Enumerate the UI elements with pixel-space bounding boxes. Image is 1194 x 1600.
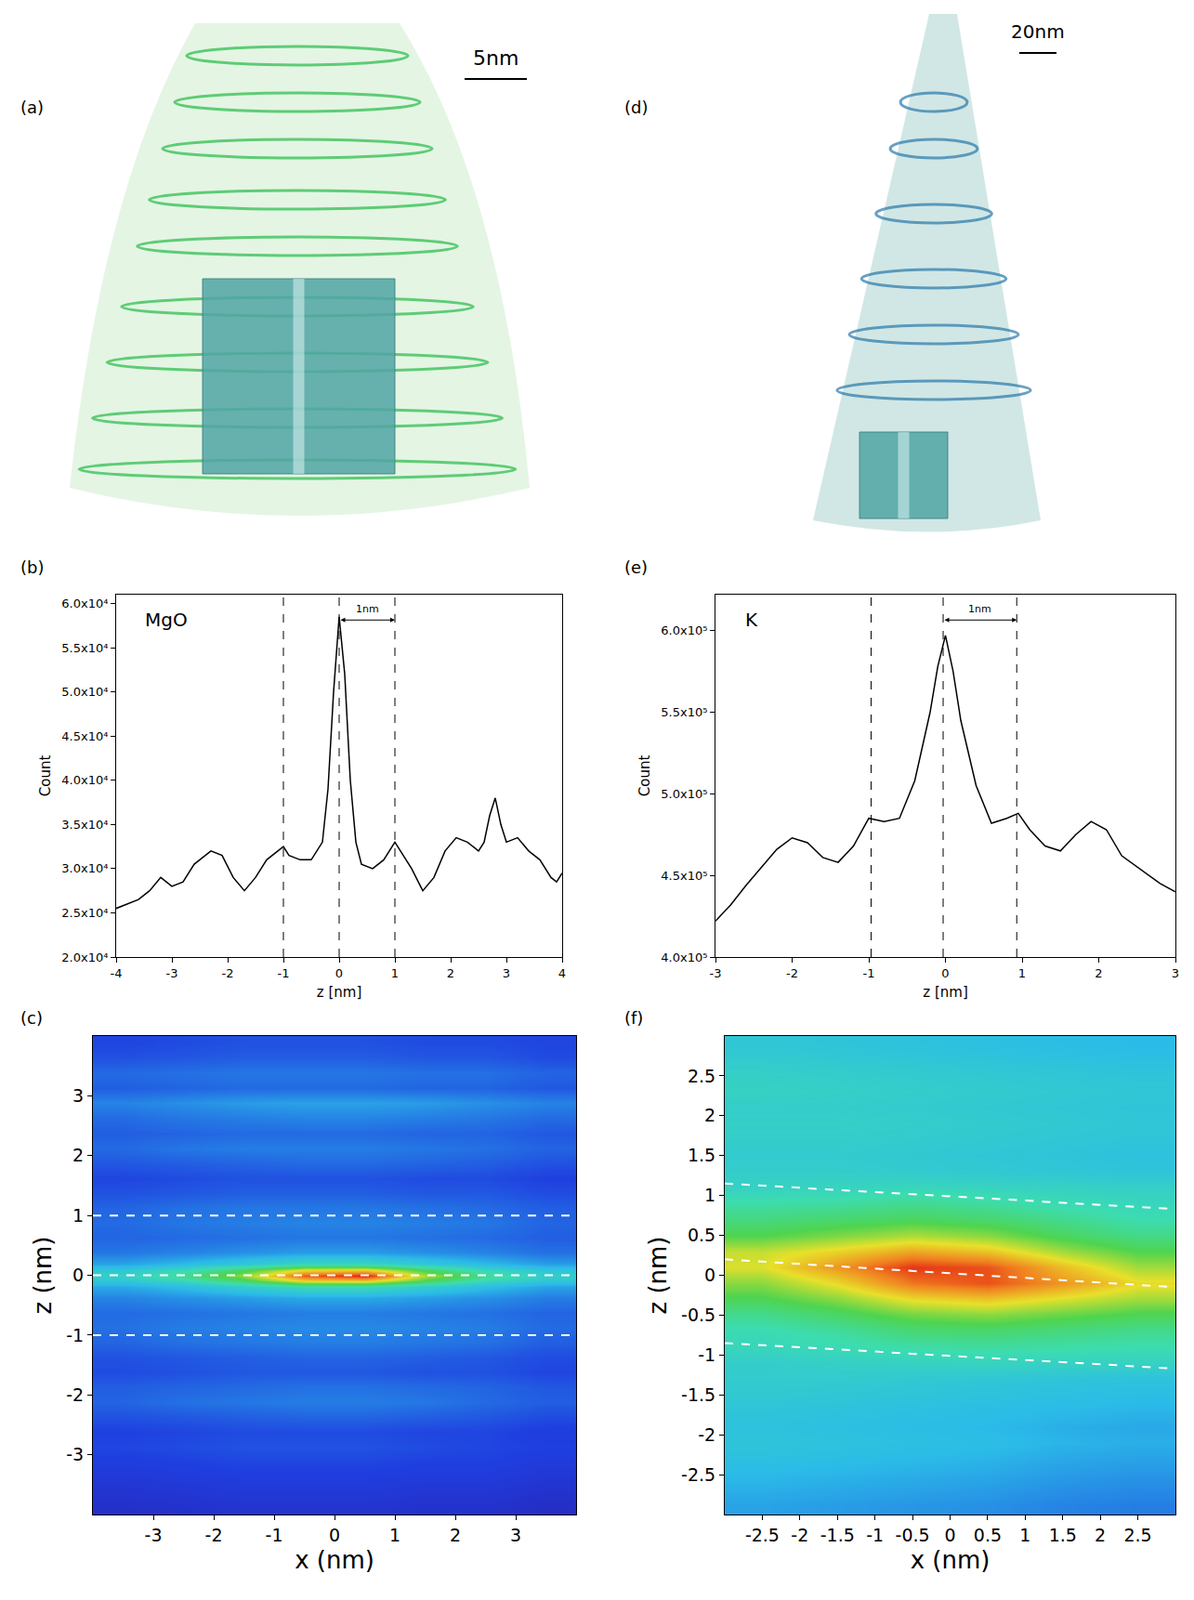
svg-text:z (nm): z (nm) — [643, 1235, 672, 1314]
svg-text:(b): (b) — [20, 557, 44, 578]
svg-text:-1.5: -1.5 — [681, 1384, 716, 1405]
svg-text:2.0x10⁴: 2.0x10⁴ — [61, 950, 108, 965]
svg-text:-3: -3 — [65, 1443, 84, 1465]
svg-text:0.5: 0.5 — [687, 1224, 716, 1246]
svg-text:(d): (d) — [624, 97, 648, 118]
svg-text:-1: -1 — [865, 1524, 884, 1546]
svg-text:5.0x10⁴: 5.0x10⁴ — [61, 684, 108, 699]
svg-text:-2: -2 — [790, 1524, 809, 1546]
svg-text:6.0x10⁵: 6.0x10⁵ — [660, 623, 708, 638]
svg-text:-2: -2 — [222, 966, 235, 981]
svg-text:2: 2 — [446, 966, 455, 981]
svg-text:K: K — [745, 608, 759, 631]
svg-text:0: 0 — [72, 1264, 84, 1286]
svg-text:3: 3 — [510, 1524, 522, 1546]
svg-text:5.5x10⁴: 5.5x10⁴ — [61, 641, 108, 656]
svg-text:1.5: 1.5 — [687, 1144, 716, 1166]
svg-text:z [nm]: z [nm] — [316, 984, 362, 1001]
svg-text:-3: -3 — [144, 1524, 163, 1546]
svg-text:5.5x10⁵: 5.5x10⁵ — [660, 705, 708, 720]
svg-text:1: 1 — [389, 1524, 401, 1546]
svg-text:0: 0 — [944, 1524, 956, 1546]
svg-text:2: 2 — [704, 1104, 716, 1126]
svg-text:0: 0 — [941, 966, 949, 981]
svg-text:-1: -1 — [65, 1325, 84, 1346]
svg-text:-2.5: -2.5 — [681, 1464, 716, 1485]
svg-text:-2.5: -2.5 — [745, 1524, 780, 1546]
svg-text:-3: -3 — [166, 966, 179, 981]
svg-text:1nm: 1nm — [968, 603, 992, 616]
svg-text:-1: -1 — [697, 1344, 716, 1365]
svg-text:3: 3 — [1171, 966, 1180, 981]
svg-text:1nm: 1nm — [355, 603, 380, 616]
svg-text:2.5x10⁴: 2.5x10⁴ — [61, 905, 108, 920]
svg-text:3.0x10⁴: 3.0x10⁴ — [61, 861, 108, 876]
svg-text:6.0x10⁴: 6.0x10⁴ — [61, 596, 108, 611]
svg-text:-2: -2 — [697, 1424, 716, 1445]
svg-text:2: 2 — [449, 1524, 461, 1546]
svg-text:4.0x10⁵: 4.0x10⁵ — [660, 950, 708, 965]
svg-text:2.5: 2.5 — [1123, 1524, 1152, 1546]
svg-text:z [nm]: z [nm] — [922, 984, 968, 1001]
svg-text:3.5x10⁴: 3.5x10⁴ — [61, 817, 108, 832]
svg-text:-1: -1 — [265, 1524, 284, 1546]
svg-text:1: 1 — [391, 966, 399, 981]
svg-text:5.0x10⁵: 5.0x10⁵ — [660, 787, 708, 801]
svg-text:5nm: 5nm — [472, 46, 519, 70]
svg-text:0: 0 — [704, 1264, 716, 1286]
svg-text:4.5x10⁵: 4.5x10⁵ — [660, 868, 708, 883]
svg-text:0: 0 — [335, 966, 343, 981]
svg-text:20nm: 20nm — [1010, 20, 1065, 43]
svg-text:Count: Count — [636, 755, 654, 798]
svg-text:0: 0 — [328, 1524, 341, 1546]
svg-text:3: 3 — [72, 1085, 84, 1106]
svg-text:0.5: 0.5 — [973, 1524, 1002, 1546]
svg-text:2: 2 — [1094, 966, 1103, 981]
svg-text:-0.5: -0.5 — [681, 1304, 716, 1326]
svg-text:1: 1 — [1018, 966, 1026, 981]
svg-text:(c): (c) — [20, 1008, 43, 1028]
svg-text:-1.5: -1.5 — [820, 1524, 855, 1546]
svg-text:(f): (f) — [624, 1008, 643, 1028]
svg-text:z (nm): z (nm) — [28, 1235, 57, 1314]
svg-text:-2: -2 — [205, 1524, 224, 1546]
svg-text:4.0x10⁴: 4.0x10⁴ — [61, 773, 108, 788]
svg-text:(a): (a) — [20, 97, 44, 118]
svg-text:2: 2 — [1094, 1524, 1106, 1546]
svg-text:1: 1 — [1019, 1524, 1031, 1546]
svg-text:1: 1 — [72, 1205, 84, 1226]
svg-text:-4: -4 — [110, 966, 123, 981]
svg-text:1: 1 — [704, 1184, 716, 1206]
svg-text:x (nm): x (nm) — [294, 1546, 375, 1575]
svg-text:(e): (e) — [624, 557, 648, 578]
svg-text:3: 3 — [502, 966, 511, 981]
svg-text:-1: -1 — [863, 966, 876, 981]
svg-text:-0.5: -0.5 — [895, 1524, 931, 1546]
svg-text:-3: -3 — [709, 966, 722, 981]
svg-text:x (nm): x (nm) — [910, 1546, 991, 1575]
svg-text:-2: -2 — [65, 1384, 84, 1405]
svg-text:-1: -1 — [277, 966, 290, 981]
svg-text:1.5: 1.5 — [1049, 1524, 1077, 1546]
svg-text:-2: -2 — [786, 966, 799, 981]
svg-text:4.5x10⁴: 4.5x10⁴ — [61, 729, 108, 744]
svg-text:MgO: MgO — [144, 608, 188, 631]
svg-text:2.5: 2.5 — [687, 1065, 716, 1087]
svg-text:Count: Count — [37, 755, 54, 798]
svg-text:4: 4 — [558, 966, 566, 981]
svg-text:2: 2 — [72, 1144, 84, 1166]
